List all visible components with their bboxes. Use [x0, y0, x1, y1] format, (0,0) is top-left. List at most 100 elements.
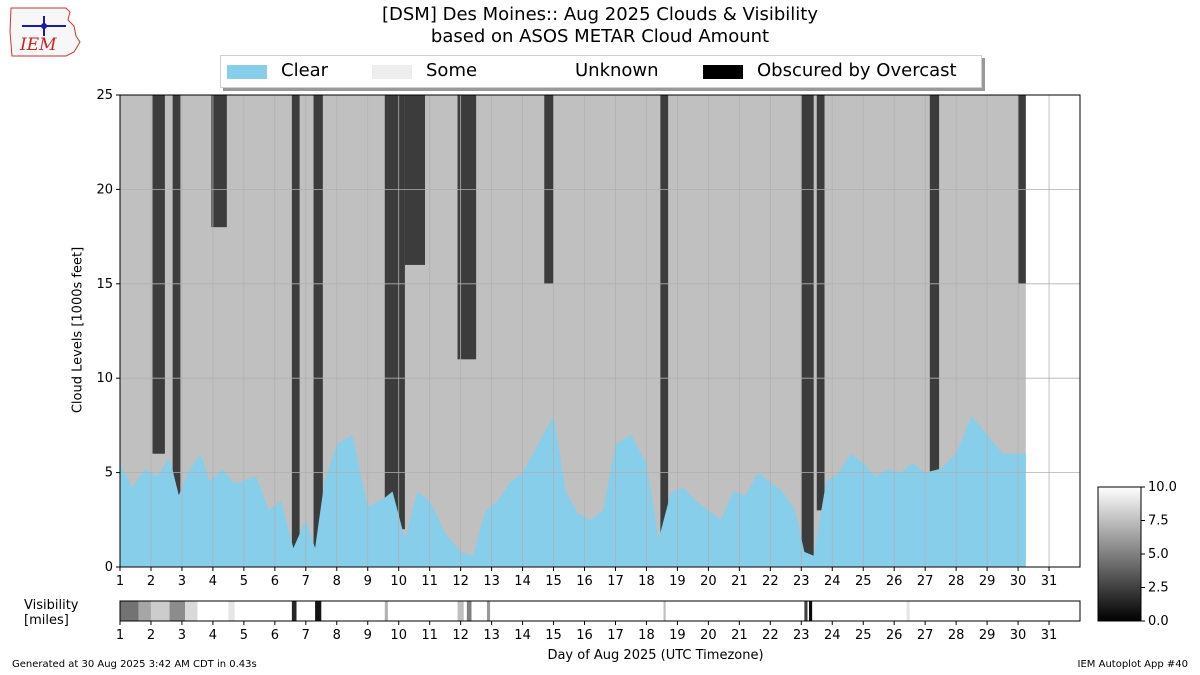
legend-label-clear: Clear	[281, 60, 329, 81]
x-tick-label-4: 4	[209, 574, 217, 589]
chart-title: [DSM] Des Moines:: Aug 2025 Clouds & Vis…	[382, 4, 818, 25]
x-tick-label-29: 29	[979, 574, 996, 589]
x-tick-label-12: 12	[452, 574, 469, 589]
x-tick-label-18: 18	[638, 574, 655, 589]
y-tick-label-5: 5	[105, 466, 113, 481]
vis-x-tick-label-28: 28	[948, 628, 965, 643]
legend-label-unknown: Unknown	[575, 60, 659, 81]
visibility-strip-bg	[120, 601, 1080, 621]
vis-x-tick-label-30: 30	[1010, 628, 1027, 643]
x-tick-label-11: 11	[421, 574, 438, 589]
vis-x-tick-label-22: 22	[762, 628, 779, 643]
vis-x-tick-label-3: 3	[178, 628, 186, 643]
overcast-period-4	[313, 95, 323, 552]
vis-x-tick-label-12: 12	[452, 628, 469, 643]
y-tick-label-25: 25	[96, 88, 113, 103]
x-tick-label-17: 17	[607, 574, 624, 589]
y-tick-label-20: 20	[96, 182, 113, 197]
vis-x-tick-label-24: 24	[824, 628, 841, 643]
visibility-period-8	[384, 601, 388, 621]
vis-x-tick-label-23: 23	[793, 628, 810, 643]
vis-x-tick-label-31: 31	[1041, 628, 1058, 643]
x-tick-label-20: 20	[700, 574, 717, 589]
y-axis-label: Cloud Levels [1000s feet]	[70, 246, 86, 414]
vis-x-tick-label-5: 5	[240, 628, 248, 643]
visibility-period-3	[169, 601, 186, 621]
vis-x-tick-label-8: 8	[333, 628, 341, 643]
visibility-period-4	[185, 601, 198, 621]
visibility-colorbar	[1097, 486, 1142, 622]
vis-x-tick-label-21: 21	[731, 628, 748, 643]
vis-x-tick-label-27: 27	[917, 628, 934, 643]
legend-swatch-unknown	[521, 65, 561, 79]
vis-x-tick-label-2: 2	[147, 628, 155, 643]
legend-label-some: Some	[426, 60, 478, 81]
visibility-label: Visibility	[24, 598, 79, 613]
x-tick-label-16: 16	[576, 574, 593, 589]
vis-x-tick-label-26: 26	[886, 628, 903, 643]
legend-swatch-overcast	[703, 65, 743, 79]
visibility-frame	[119, 600, 1081, 622]
colorbar-tick-label-4: 0.0	[1148, 614, 1169, 629]
colorbar-tick-label-0: 10.0	[1148, 480, 1177, 495]
vis-x-tick-label-17: 17	[607, 628, 624, 643]
visibility-period-5	[228, 601, 235, 621]
x-tick-label-19: 19	[669, 574, 686, 589]
overcast-period-0	[152, 95, 165, 454]
overcast-period-11	[816, 95, 825, 511]
x-tick-label-15: 15	[545, 574, 562, 589]
vis-x-tick-label-4: 4	[209, 628, 217, 643]
vis-x-tick-label-7: 7	[302, 628, 310, 643]
x-tick-label-7: 7	[302, 574, 310, 589]
vis-x-tick-label-14: 14	[514, 628, 531, 643]
vis-x-tick-label-20: 20	[700, 628, 717, 643]
visibility-period-10	[466, 601, 472, 621]
x-tick-label-10: 10	[390, 574, 407, 589]
x-tick-label-6: 6	[271, 574, 279, 589]
colorbar-tick-label-3: 2.5	[1148, 581, 1169, 596]
x-tick-label-8: 8	[333, 574, 341, 589]
overcast-period-9	[660, 95, 669, 539]
clear-sky-area	[120, 416, 1026, 567]
x-tick-label-27: 27	[917, 574, 934, 589]
x-tick-label-14: 14	[514, 574, 531, 589]
x-tick-label-9: 9	[364, 574, 372, 589]
x-tick-label-1: 1	[116, 574, 124, 589]
visibility-period-7	[315, 601, 322, 621]
y-tick-label-15: 15	[96, 277, 113, 292]
y-tick-label-10: 10	[96, 371, 113, 386]
chart-legend: Clear Some Unknown Obscured by Overcast	[220, 55, 982, 88]
visibility-period-13	[804, 601, 808, 621]
vis-x-tick-label-29: 29	[979, 628, 996, 643]
visibility-period-9	[457, 601, 464, 621]
x-tick-label-23: 23	[793, 574, 810, 589]
overcast-period-6	[404, 95, 426, 265]
visibility-period-11	[486, 601, 491, 621]
x-tick-label-30: 30	[1010, 574, 1027, 589]
vis-x-tick-label-1: 1	[116, 628, 124, 643]
overcast-period-1	[172, 95, 181, 496]
x-tick-label-3: 3	[178, 574, 186, 589]
visibility-period-2	[150, 601, 170, 621]
logo-text: IEM	[19, 35, 57, 55]
vis-x-tick-label-16: 16	[576, 628, 593, 643]
vis-x-tick-label-11: 11	[421, 628, 438, 643]
vis-x-tick-label-13: 13	[483, 628, 500, 643]
x-tick-label-21: 21	[731, 574, 748, 589]
visibility-period-6	[291, 601, 297, 621]
visibility-period-0	[120, 601, 139, 621]
x-tick-label-5: 5	[240, 574, 248, 589]
vis-x-tick-label-10: 10	[390, 628, 407, 643]
x-tick-label-24: 24	[824, 574, 841, 589]
vis-x-tick-label-9: 9	[364, 628, 372, 643]
colorbar-tick-label-2: 5.0	[1148, 547, 1169, 562]
overcast-period-7	[457, 95, 477, 360]
x-tick-label-22: 22	[762, 574, 779, 589]
x-tick-label-2: 2	[147, 574, 155, 589]
legend-swatch-some	[372, 65, 412, 79]
x-tick-label-28: 28	[948, 574, 965, 589]
legend-label-overcast: Obscured by Overcast	[757, 60, 957, 81]
overcast-period-3	[291, 95, 300, 552]
vis-x-tick-label-25: 25	[855, 628, 872, 643]
